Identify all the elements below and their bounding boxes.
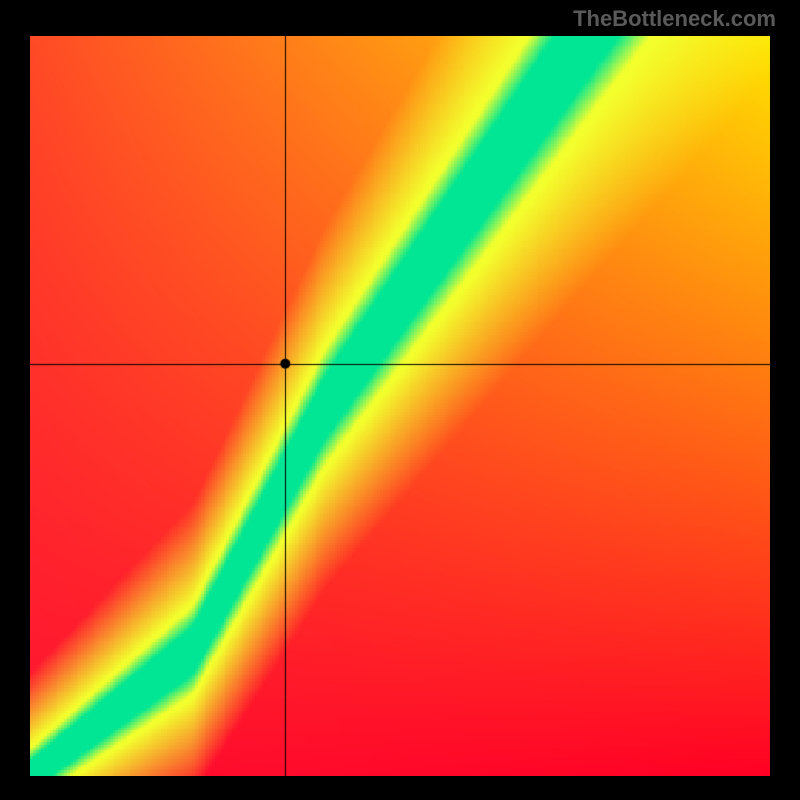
watermark-text: TheBottleneck.com bbox=[573, 6, 776, 32]
bottleneck-heatmap bbox=[30, 36, 770, 776]
chart-container: TheBottleneck.com bbox=[0, 0, 800, 800]
